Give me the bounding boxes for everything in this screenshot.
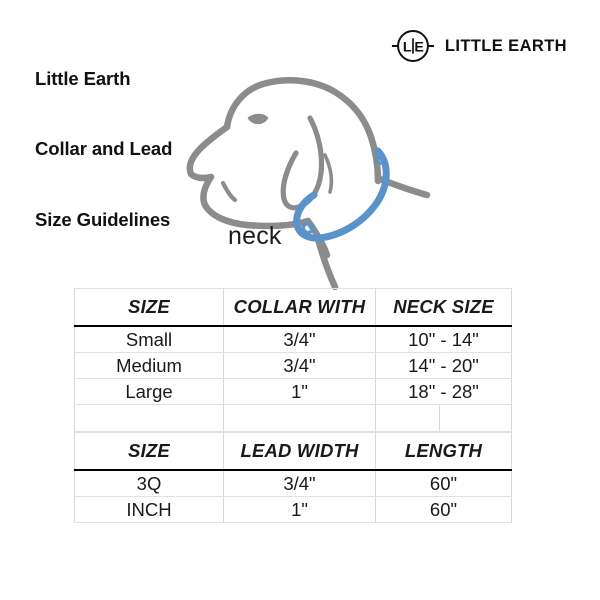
dog-mouth-line (220, 180, 238, 203)
spacer-cell-3b (440, 405, 511, 431)
lead-row-0-size: 3Q (74, 469, 224, 497)
size-guideline-tables: SIZE COLLAR WITH NECK SIZE Small 3/4" 10… (74, 288, 512, 523)
collar-row-1-width: 3/4" (223, 352, 376, 379)
collar-row-1-neck: 14" - 20" (375, 352, 512, 379)
brand-wordmark: LITTLE EARTH (444, 36, 567, 55)
lead-header-size: SIZE (74, 432, 224, 471)
lead-row-0-length: 60" (375, 469, 512, 497)
spacer-cell-3 (375, 404, 512, 432)
page-title: Little Earth Collar and Lead Size Guidel… (35, 20, 172, 255)
lead-table-header-row: SIZE LEAD WIDTH LENGTH (74, 432, 512, 471)
collar-size-table: SIZE COLLAR WITH NECK SIZE Small 3/4" 10… (74, 288, 512, 432)
collar-ring-top (375, 155, 385, 165)
collar-header-neck: NECK SIZE (375, 288, 512, 327)
monogram-letter-e: E (414, 39, 423, 55)
collar-ring-bottom (301, 221, 315, 235)
table-row: Small 3/4" 10" - 14" (74, 325, 512, 353)
dog-ear-crease (323, 153, 334, 194)
table-row: Large 1" 18" - 28" (74, 378, 512, 405)
collar-band (293, 147, 390, 242)
lead-row-1-size: INCH (74, 496, 224, 523)
collar-row-2-size: Large (74, 378, 224, 405)
lead-row-0-width: 3/4" (223, 469, 376, 497)
collar-header-width: COLLAR WITH (223, 288, 376, 327)
little-earth-monogram-icon: L E (391, 30, 434, 62)
lead-header-length: LENGTH (375, 432, 512, 471)
page-title-line-2: Collar and Lead (35, 138, 173, 160)
spacer-cell-2 (223, 404, 376, 432)
dog-lower-jaw (200, 173, 251, 229)
collar-header-size: SIZE (74, 288, 224, 327)
lead-size-table: SIZE LEAD WIDTH LENGTH 3Q 3/4" 60" INCH … (74, 432, 512, 523)
table-row: 3Q 3/4" 60" (74, 469, 512, 497)
dog-muzzle-bridge (186, 123, 231, 178)
table-row: INCH 1" 60" (74, 496, 512, 523)
collar-row-0-neck: 10" - 14" (375, 325, 512, 353)
collar-table-header-row: SIZE COLLAR WITH NECK SIZE (74, 288, 512, 327)
spacer-cell-1 (74, 404, 224, 432)
collar-row-0-size: Small (74, 325, 224, 353)
leash-line-down (313, 231, 339, 290)
dog-skull-outline (223, 77, 375, 141)
page-title-line-3: Size Guidelines (35, 208, 171, 230)
lead-header-width: LEAD WIDTH (223, 432, 376, 471)
collar-row-2-width: 1" (223, 378, 376, 405)
table-row: Medium 3/4" 14" - 20" (74, 352, 512, 379)
monogram-letter-l: L (403, 39, 412, 55)
lead-row-1-width: 1" (223, 496, 376, 523)
brand-logo: L E LITTLE EARTH (390, 23, 567, 69)
page-title-line-1: Little Earth (35, 67, 131, 89)
dog-cheek-line (243, 217, 312, 230)
collar-row-2-neck: 18" - 28" (375, 378, 512, 405)
collar-row-1-size: Medium (74, 352, 224, 379)
dog-head-illustration (186, 77, 431, 290)
table-spacer-row (74, 404, 512, 432)
lead-row-1-length: 60" (375, 496, 512, 523)
dog-eye (247, 113, 269, 125)
neck-label: neck (228, 222, 282, 250)
collar-row-0-width: 3/4" (223, 325, 376, 353)
spacer-cell-3a (376, 405, 440, 431)
